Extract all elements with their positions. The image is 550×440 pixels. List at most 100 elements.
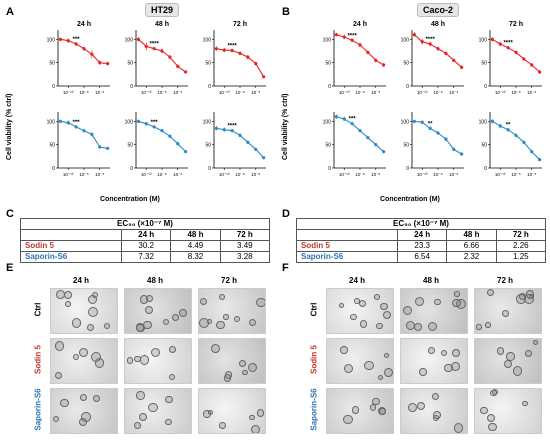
row-label-saporin: Saporin-S6 (19, 251, 123, 263)
cell-shape (91, 352, 102, 363)
micrograph-image (326, 338, 394, 384)
y-tick-label: 50 (49, 143, 55, 149)
cell-shape (78, 348, 88, 358)
x-tick-label: 10⁻⁸ (79, 172, 88, 177)
data-point (98, 145, 102, 149)
y-tick-label: 100 (203, 119, 212, 125)
data-point (152, 47, 156, 51)
table-cell: 2.32 (446, 251, 497, 263)
cell-shape (136, 391, 145, 400)
cell-line-tag-ht29: HT29 (145, 3, 180, 17)
cell-shape (444, 363, 453, 373)
cell-shape (219, 422, 226, 429)
x-tick-label: 10⁻⁶ (251, 90, 260, 95)
x-axis-label-b: Concentration (M) (380, 196, 440, 203)
row-label-sodin: Sodin 5 (295, 240, 399, 252)
micrograph-image (198, 288, 266, 334)
x-tick-label: 10⁻¹⁰ (495, 172, 506, 177)
cell-shape (165, 418, 172, 426)
cell-shape (126, 356, 134, 364)
cell-shape (503, 359, 512, 368)
cell-shape (351, 406, 360, 414)
micrograph-row-label: Saporin-S6 (33, 388, 43, 431)
micrograph-image (124, 288, 192, 334)
table-row: Sodin 5 23.3 6.66 2.26 (295, 240, 547, 252)
data-point (538, 70, 542, 74)
data-point (152, 125, 156, 129)
cell-shape (384, 352, 390, 358)
data-point (176, 64, 180, 68)
cell-shape (376, 322, 383, 330)
cell-shape (151, 348, 161, 358)
y-tick-label: 50 (205, 143, 211, 149)
table-cell: 2.26 (495, 240, 547, 252)
table-cell: 8.32 (170, 251, 221, 263)
cell-shape (60, 398, 69, 408)
micrograph-image (50, 388, 118, 434)
table-row: Sodin 5 30.2 4.49 3.49 (19, 240, 271, 252)
data-point (214, 126, 218, 130)
data-point (382, 63, 386, 67)
cell-shape (247, 363, 257, 373)
x-tick-label: 10⁻¹⁰ (63, 172, 74, 177)
cell-shape (525, 349, 532, 357)
significance-label: *** (73, 37, 81, 43)
y-tick-label: 50 (481, 61, 487, 67)
cell-shape (207, 318, 213, 324)
y-tick-label: 100 (125, 37, 134, 43)
data-point (82, 129, 86, 133)
micrograph-image (124, 338, 192, 384)
data-point (168, 55, 172, 59)
table-header: 72 h (495, 229, 547, 241)
chart-Caco2-saporin-24: 0 50 100 10⁻¹⁰ 10⁻⁸ 10⁻⁶ *** (323, 112, 386, 177)
x-tick-label: 10⁻¹⁰ (141, 172, 152, 177)
chart-HT29-sodin-48: 48 h 0 50 100 10⁻¹⁰ 10⁻⁸ 10⁻⁶ **** (125, 21, 188, 95)
data-point (238, 133, 242, 137)
cell-shape (364, 360, 374, 371)
cell-shape (369, 404, 377, 411)
cell-shape (413, 323, 422, 332)
cell-shape (414, 296, 424, 306)
cell-shape (340, 346, 348, 354)
chart-HT29-saporin-24: 0 50 100 10⁻¹⁰ 10⁻⁸ 10⁻⁶ *** (47, 112, 110, 177)
significance-label: ** (506, 123, 511, 129)
data-point (498, 42, 502, 46)
significance-label: **** (227, 44, 237, 50)
cell-shape (223, 374, 232, 382)
data-point (514, 133, 518, 137)
table-header: 24 h (121, 229, 172, 241)
table-cell: 6.66 (446, 240, 497, 252)
cell-shape (72, 353, 79, 361)
x-tick-label: 10⁻⁶ (173, 90, 182, 95)
data-point (428, 126, 432, 130)
x-tick-label: 10⁻¹⁰ (339, 172, 350, 177)
y-tick-label: 0 (328, 84, 331, 90)
cell-shape (80, 394, 88, 402)
y-tick-label: 50 (325, 143, 331, 149)
y-tick-label: 50 (127, 143, 133, 149)
x-tick-label: 10⁻⁶ (371, 172, 380, 177)
x-tick-label: 10⁻⁸ (157, 172, 166, 177)
data-point (160, 129, 164, 133)
table-header (295, 229, 399, 241)
cell-shape (86, 323, 95, 331)
cell-shape (434, 298, 441, 306)
y-tick-label: 0 (130, 84, 133, 90)
micrograph-row-label: Saporin-S6 (309, 388, 319, 431)
cell-shape (358, 299, 367, 308)
data-point (58, 37, 62, 41)
table-cell: 1.25 (495, 251, 547, 263)
y-tick-label: 0 (130, 166, 133, 172)
micrograph-time-label: 48 h (147, 276, 164, 285)
data-point (342, 35, 346, 39)
significance-label: **** (149, 42, 159, 48)
ec50-table-caco2: EC₅₀ (×10⁻⁷ M) 24 h 48 h 72 h Sodin 5 23… (295, 218, 547, 263)
micrograph-image (50, 338, 118, 384)
y-tick-label: 100 (323, 37, 332, 43)
cell-shape (63, 291, 72, 299)
data-point (412, 119, 416, 123)
cell-shape (454, 291, 460, 297)
micrograph-image (474, 338, 542, 384)
cell-shape (433, 411, 441, 419)
row-label-saporin: Saporin-S6 (295, 251, 399, 263)
